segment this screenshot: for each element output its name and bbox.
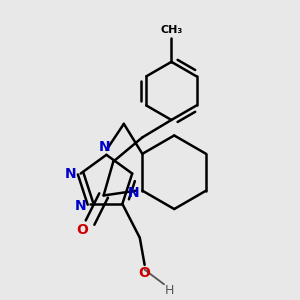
Text: O: O: [76, 224, 88, 237]
Text: O: O: [139, 266, 151, 280]
Text: N: N: [75, 199, 87, 213]
Text: N: N: [65, 167, 77, 181]
Text: N: N: [128, 186, 140, 200]
Text: H: H: [165, 284, 175, 297]
Text: N: N: [99, 140, 110, 154]
Text: CH₃: CH₃: [160, 25, 182, 35]
